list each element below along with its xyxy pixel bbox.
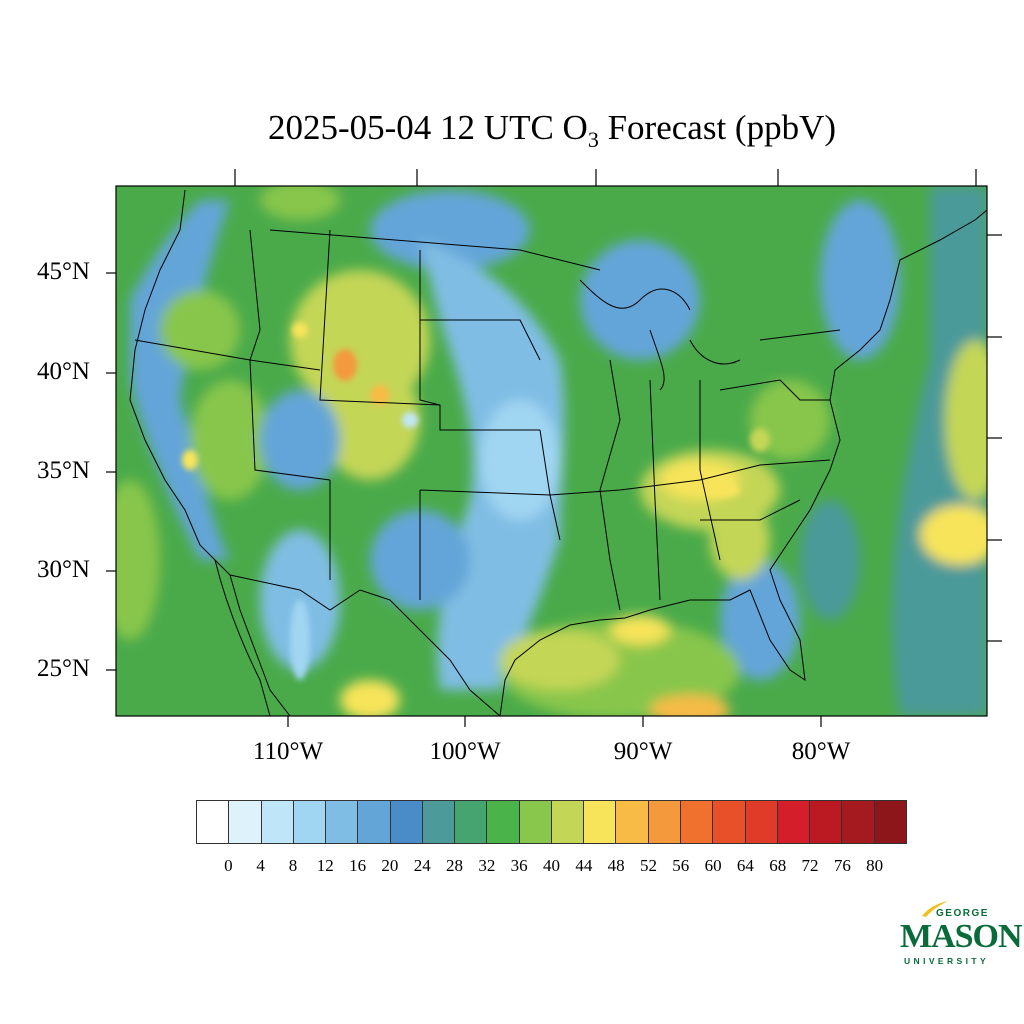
colorbar-swatch	[584, 801, 617, 843]
lat-label-40n: 40°N	[36, 358, 90, 385]
colorbar-tick-label: 8	[288, 856, 298, 875]
colorbar-swatch	[422, 801, 456, 843]
colorbar-swatch	[390, 801, 423, 843]
logo-line1: GEORGE	[936, 908, 989, 919]
lon-label-80w: 80°W	[791, 738, 851, 765]
colorbar-swatch	[745, 801, 778, 843]
colorbar-swatch	[455, 801, 488, 843]
colorbar-swatch	[261, 801, 294, 843]
logo-swoosh-icon	[922, 901, 948, 917]
colorbar-swatch	[874, 801, 906, 843]
colorbar-tick-label: 64	[736, 856, 754, 875]
gmu-logo: GEORGE MASON UNIVERSITY	[898, 900, 1023, 972]
logo-line3: UNIVERSITY	[904, 956, 990, 966]
lon-label-90w: 90°W	[613, 738, 673, 765]
lat-label-30n: 30°N	[36, 556, 90, 583]
colorbar-tick-label: 28	[446, 856, 464, 875]
ozone-field	[116, 186, 987, 716]
lon-label-100w: 100°W	[429, 738, 501, 765]
colorbar-swatch	[680, 801, 714, 843]
colorbar-tick-label: 60	[704, 856, 722, 875]
colorbar-tick-label: 52	[639, 856, 657, 875]
colorbar-swatch	[777, 801, 811, 843]
colorbar-swatch	[616, 801, 649, 843]
colorbar-swatch	[358, 801, 391, 843]
colorbar-tick-label: 56	[672, 856, 690, 875]
colorbar-swatch	[197, 801, 230, 843]
colorbar-swatch	[293, 801, 327, 843]
colorbar-tick-label: 20	[381, 856, 399, 875]
lat-label-45n: 45°N	[36, 258, 90, 285]
colorbar-tick-label: 12	[316, 856, 334, 875]
colorbar-tick-label: 68	[769, 856, 787, 875]
colorbar-tick-label: 0	[224, 856, 233, 875]
colorbar-tick-label: 24	[413, 856, 431, 875]
colorbar-swatch	[326, 801, 359, 843]
colorbar-swatch	[648, 801, 681, 843]
colorbar-tick-label: 72	[801, 856, 819, 875]
lat-label-35n: 35°N	[36, 457, 90, 484]
map-frame	[115, 185, 988, 717]
map-title: 2025-05-04 12 UTC O3 Forecast (ppbV)	[268, 108, 836, 152]
boundaries	[129, 189, 987, 716]
lat-label-25n: 25°N	[36, 655, 90, 682]
logo-line2: MASON	[900, 918, 1023, 955]
colorbar-tick-label: 76	[833, 856, 851, 875]
colorbar-swatch	[519, 801, 552, 843]
colorbar-tick-label: 32	[478, 856, 496, 875]
colorbar-swatch	[551, 801, 585, 843]
tick-marks	[106, 169, 1002, 727]
colorbar-tick-label: 44	[575, 856, 593, 875]
lon-label-110w: 110°W	[252, 738, 324, 765]
colorbar-tick-label: 36	[510, 856, 528, 875]
colorbar-tick-label: 40	[543, 856, 560, 875]
colorbar-swatch	[229, 801, 262, 843]
colorbar-tick-label: 4	[256, 856, 265, 875]
colorbar-tick-label: 48	[607, 856, 625, 875]
colorbar-tick-label: 16	[349, 856, 367, 875]
colorbar-tick-label: 80	[866, 856, 884, 875]
colorbar	[196, 800, 907, 844]
colorbar-swatch	[810, 801, 843, 843]
colorbar-swatch	[842, 801, 875, 843]
colorbar-swatch	[713, 801, 746, 843]
colorbar-swatch	[487, 801, 520, 843]
